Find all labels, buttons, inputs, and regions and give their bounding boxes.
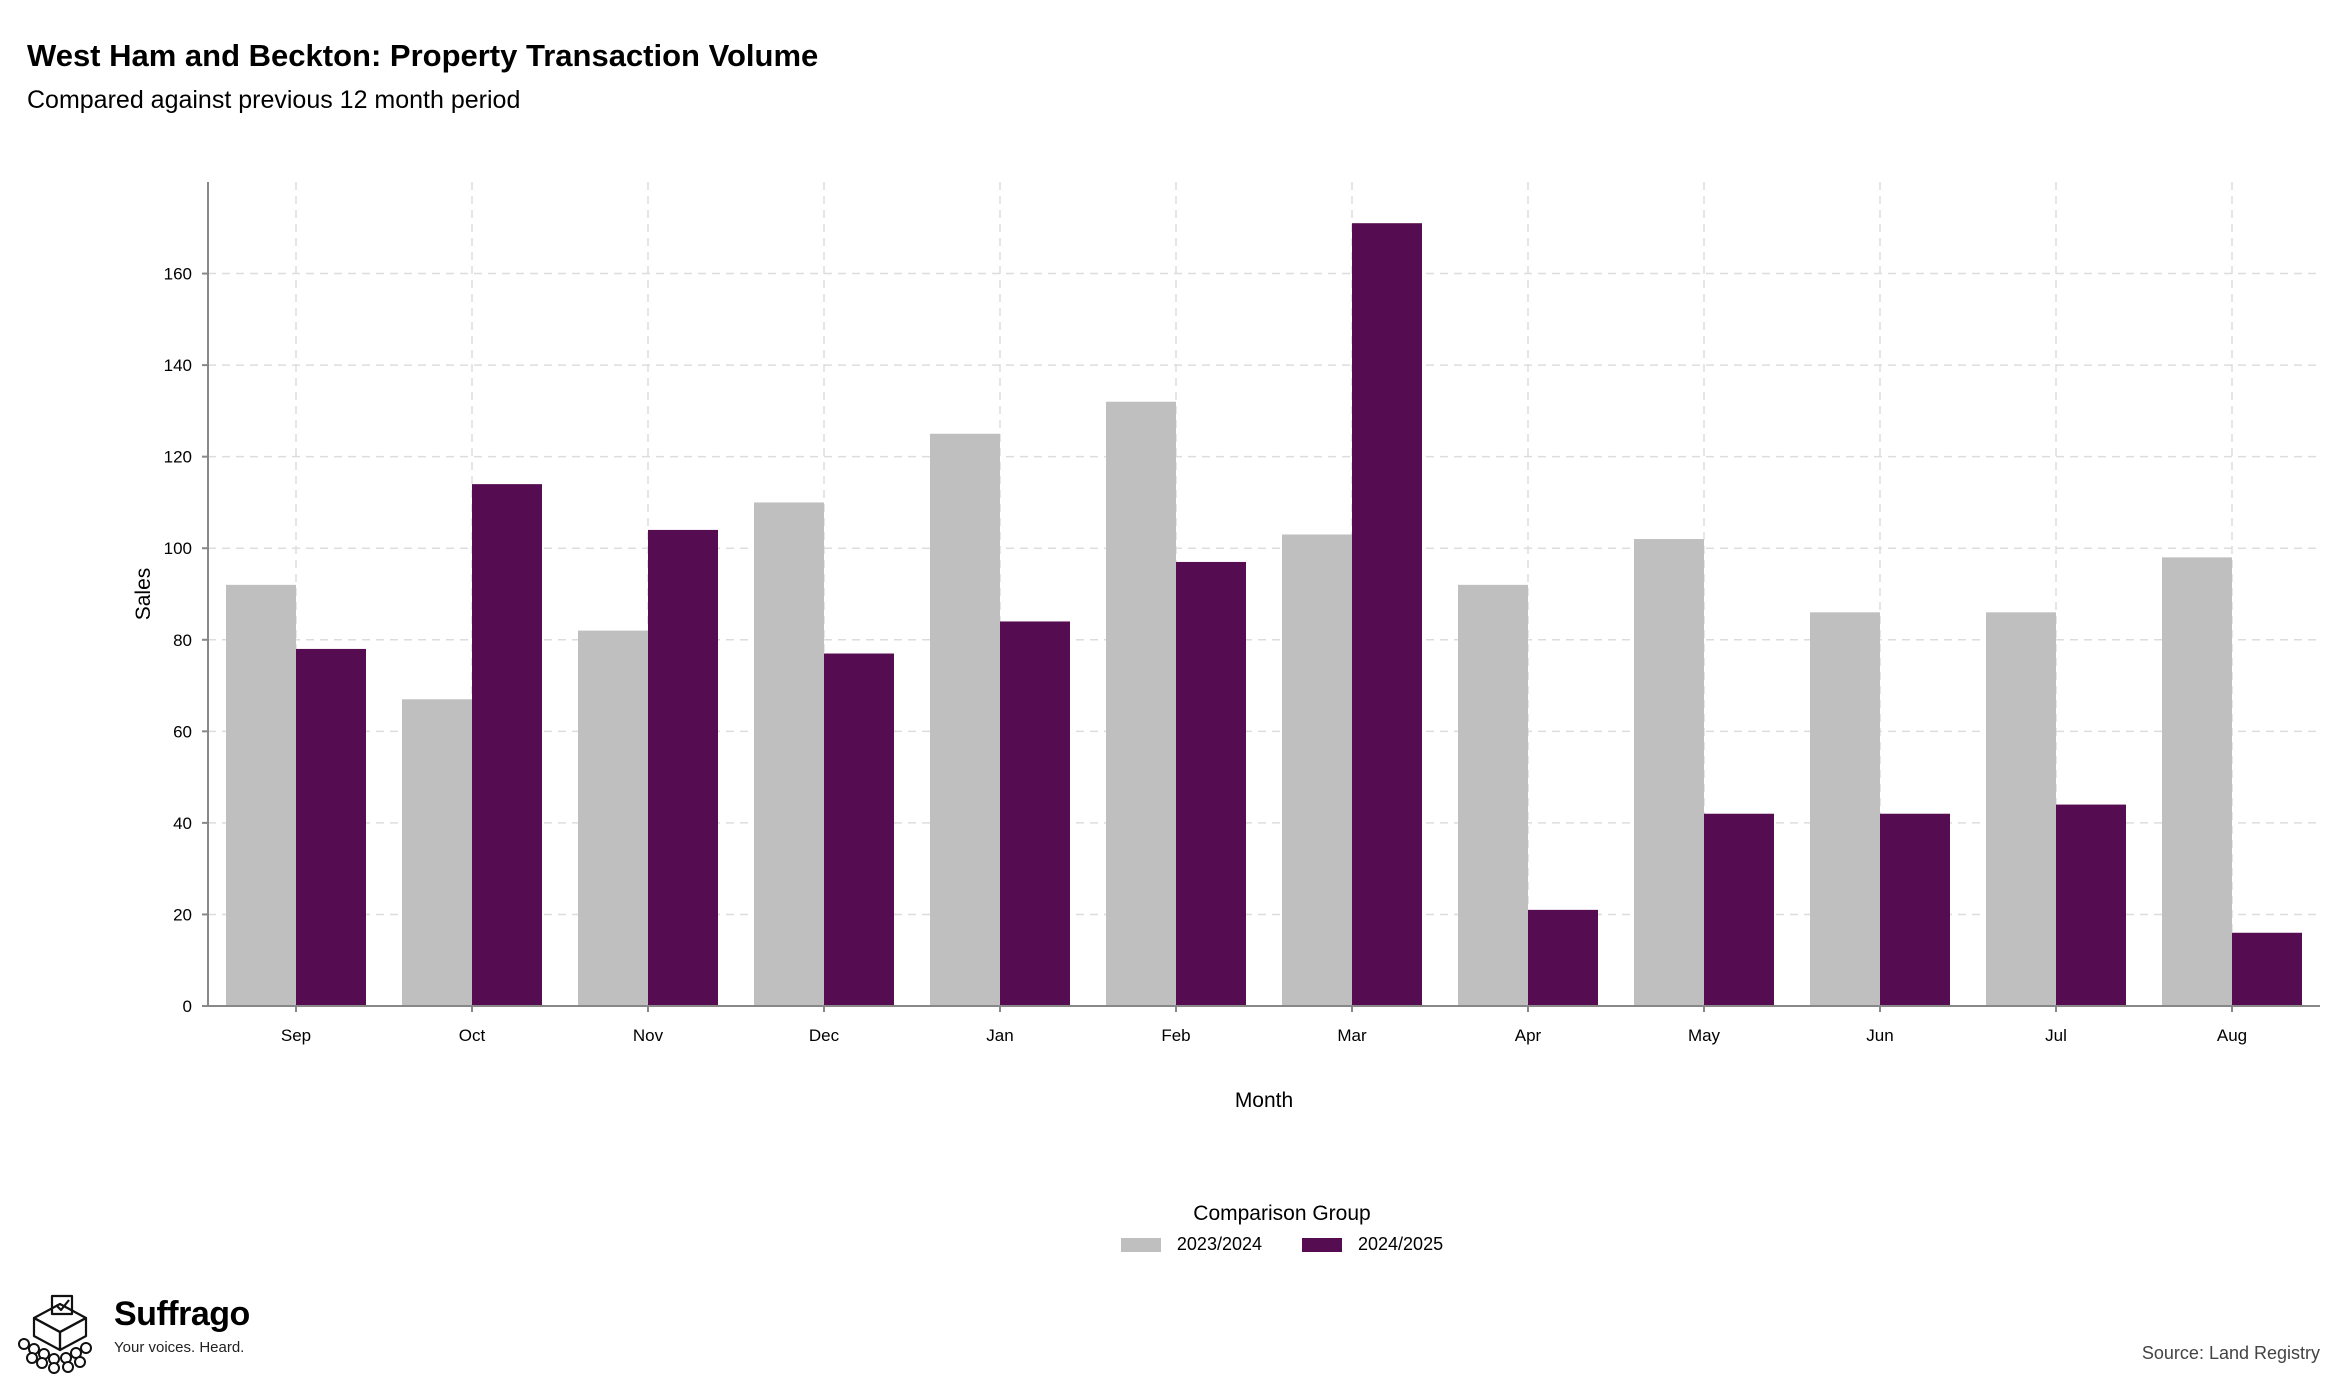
- y-tick-label: 80: [173, 631, 192, 650]
- bar-feb-2024-2025: [1176, 561, 1246, 1006]
- x-tick-label: Jul: [2045, 1026, 2067, 1045]
- legend-label: 2024/2025: [1358, 1234, 1444, 1254]
- x-tick-label: Nov: [633, 1026, 664, 1045]
- legend: Comparison Group 2023/2024 2024/2025: [0, 1202, 2334, 1255]
- bar-may-2023-2024: [1634, 539, 1704, 1006]
- y-tick-label: 160: [164, 265, 192, 284]
- x-tick-label: Feb: [1161, 1026, 1190, 1045]
- source-note: Source: Land Registry: [2141, 1343, 2320, 1363]
- bar-mar-2023-2024: [1282, 534, 1352, 1006]
- bar-may-2024-2025: [1704, 813, 1774, 1006]
- chart-title: West Ham and Beckton: Property Transacti…: [27, 38, 819, 73]
- legend-label: 2023/2024: [1176, 1234, 1262, 1254]
- bar-aug-2023-2024: [2162, 557, 2232, 1006]
- bars: [226, 223, 2302, 1007]
- bar-dec-2024-2025: [824, 653, 894, 1006]
- legend-items: 2023/2024 2024/2025: [230, 1234, 2334, 1255]
- bar-jul-2023-2024: [1986, 612, 2056, 1006]
- y-tick-label: 0: [183, 997, 192, 1016]
- x-tick-label: Oct: [459, 1026, 486, 1045]
- bar-mar-2024-2025: [1352, 223, 1422, 1006]
- axes: [202, 182, 2320, 1012]
- y-tick-label: 120: [164, 448, 192, 467]
- y-axis-title: Sales: [132, 568, 155, 621]
- x-axis-title: Month: [1235, 1089, 1293, 1112]
- x-tick-label: Sep: [281, 1026, 311, 1045]
- bar-jun-2024-2025: [1880, 813, 1950, 1006]
- bar-apr-2024-2025: [1528, 909, 1598, 1006]
- bar-jan-2023-2024: [930, 433, 1000, 1006]
- brand-name: Suffrago: [114, 1295, 250, 1333]
- x-tick-label: Jan: [986, 1026, 1013, 1045]
- brand-logo: Suffrago Your voices. Heard.: [14, 1292, 250, 1374]
- legend-item-2023-2024: 2023/2024: [1120, 1234, 1262, 1255]
- bar-sep-2023-2024: [226, 584, 296, 1006]
- x-tick-label: Aug: [2217, 1026, 2247, 1045]
- x-tick-label: Mar: [1337, 1026, 1367, 1045]
- y-tick-label: 60: [173, 722, 192, 741]
- tick-labels: 0 20 40 60 80 100 120 140 160 Sep Oct Nov Dec Jan Feb M…: [164, 265, 2248, 1045]
- bar-aug-2024-2025: [2232, 932, 2302, 1006]
- legend-item-2024-2025: 2024/2025: [1302, 1234, 1443, 1255]
- bar-sep-2024-2025: [296, 648, 366, 1006]
- x-tick-label: Dec: [809, 1026, 840, 1045]
- chart-subtitle: Compared against previous 12 month perio…: [27, 86, 521, 114]
- bar-jun-2023-2024: [1810, 612, 1880, 1006]
- x-tick-label: Apr: [1515, 1026, 1542, 1045]
- legend-swatch: [1120, 1237, 1161, 1252]
- y-tick-label: 40: [173, 814, 192, 833]
- bar-nov-2024-2025: [648, 529, 718, 1006]
- bar-dec-2023-2024: [754, 502, 824, 1006]
- bar-jan-2024-2025: [1000, 621, 1070, 1006]
- ballot-box-icon: [18, 1294, 92, 1374]
- bar-feb-2023-2024: [1106, 401, 1176, 1006]
- x-tick-label: May: [1688, 1026, 1721, 1045]
- bar-chart: 0 20 40 60 80 100 120 140 160 Sep Oct Nov Dec Jan Feb M…: [132, 182, 2320, 1112]
- bar-jul-2024-2025: [2056, 804, 2126, 1006]
- legend-title: Comparison Group: [1193, 1202, 1371, 1225]
- bar-apr-2023-2024: [1458, 584, 1528, 1006]
- y-tick-label: 100: [164, 539, 192, 558]
- brand-tagline: Your voices. Heard.: [114, 1339, 245, 1356]
- y-tick-label: 20: [173, 905, 192, 924]
- legend-swatch: [1302, 1237, 1342, 1252]
- bar-nov-2023-2024: [578, 630, 648, 1006]
- x-tick-label: Jun: [1866, 1026, 1893, 1045]
- bar-oct-2023-2024: [402, 699, 472, 1006]
- bar-oct-2024-2025: [472, 484, 542, 1007]
- y-tick-label: 140: [164, 356, 192, 375]
